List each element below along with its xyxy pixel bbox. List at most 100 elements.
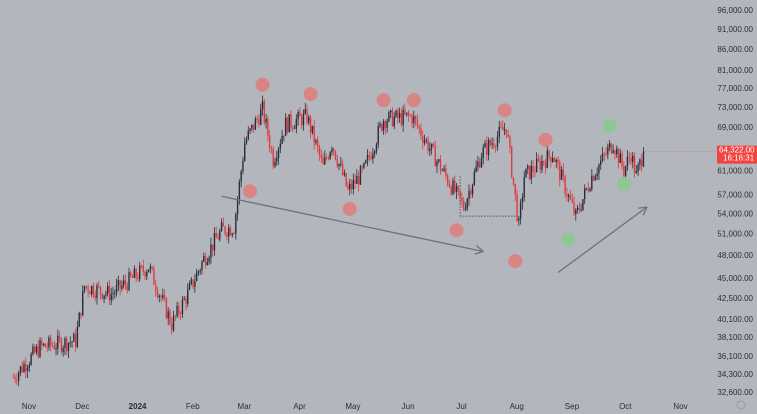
x-tick-label: Dec: [75, 402, 89, 411]
candle-body: [473, 172, 476, 185]
x-tick-label: 2024: [129, 402, 147, 411]
candle-body: [208, 257, 210, 263]
candle-body: [144, 271, 146, 277]
candle-body: [637, 164, 639, 172]
candle-body: [532, 165, 534, 172]
candle-body: [429, 148, 431, 151]
red-marker: [255, 77, 270, 92]
candle-body: [478, 161, 481, 168]
candle-body: [393, 116, 395, 127]
candle-body: [462, 200, 465, 210]
candle-body: [432, 143, 435, 147]
candle-body: [92, 285, 95, 296]
candle-body: [16, 379, 18, 381]
candle-body: [245, 139, 248, 144]
candle-body: [220, 222, 223, 231]
candle-body: [115, 285, 118, 293]
candle-body: [361, 166, 363, 168]
candle-body: [188, 283, 191, 290]
candle-body: [576, 207, 579, 210]
candle-body: [183, 298, 185, 300]
candle-body: [544, 162, 547, 168]
candle-body: [521, 197, 524, 203]
candle-body: [23, 364, 25, 372]
candle-body: [117, 280, 120, 286]
candle-body: [140, 265, 143, 267]
x-tick-label: Nov: [22, 402, 36, 411]
candle-body: [279, 143, 282, 149]
candle-body: [345, 173, 347, 187]
candle-body: [461, 197, 463, 201]
y-tick-label: 77,000.00: [717, 84, 753, 93]
candle-body: [575, 209, 577, 214]
red-marker: [508, 254, 523, 269]
candle-body: [290, 114, 292, 128]
candle-body: [377, 126, 379, 145]
candle-body: [373, 151, 376, 154]
candle-body: [199, 270, 201, 272]
candle-body: [69, 342, 71, 344]
candle-body: [171, 323, 173, 331]
candle-body: [251, 124, 253, 129]
x-tick-label: Jun: [402, 402, 415, 411]
candle-body: [146, 272, 148, 277]
candle-body: [366, 155, 369, 161]
candle-body: [571, 199, 573, 203]
red-marker: [243, 184, 258, 199]
candle-body: [596, 173, 598, 177]
candle-body: [64, 338, 66, 348]
red-marker: [449, 223, 464, 238]
x-tick-label: Sep: [565, 402, 580, 411]
candle-body: [502, 127, 504, 131]
settings-icon[interactable]: [736, 400, 746, 410]
red-marker: [376, 93, 391, 108]
candle-body: [128, 272, 130, 291]
candle-body: [313, 125, 315, 143]
candle-body: [607, 147, 609, 155]
candle-body: [482, 147, 484, 158]
candle-body: [455, 186, 458, 193]
candle-body: [498, 126, 500, 137]
candle-body: [158, 295, 160, 298]
candle-body: [389, 110, 392, 113]
candle-body: [642, 151, 645, 167]
candle-body: [87, 286, 89, 292]
candle-body: [165, 298, 168, 319]
candle-body: [263, 101, 265, 123]
y-tick-label: 81,000.00: [717, 66, 753, 75]
candle-body: [252, 124, 255, 130]
candle-body: [190, 279, 193, 284]
candle-body: [46, 347, 48, 348]
candle-body: [640, 159, 643, 167]
candle-body: [235, 214, 237, 234]
candle-body: [67, 342, 70, 352]
candle-body: [261, 101, 264, 110]
y-tick-label: 34,300.00: [717, 370, 753, 379]
candle-body: [244, 143, 246, 161]
candle-body: [489, 140, 492, 145]
y-tick-label: 36,100.00: [717, 352, 753, 361]
x-tick-label: Feb: [186, 402, 200, 411]
candle-body: [229, 227, 232, 236]
candle-body: [601, 153, 604, 161]
candle-body: [475, 166, 477, 173]
candle-body: [471, 184, 474, 195]
candle-body: [37, 346, 39, 357]
x-tick-label: Oct: [619, 402, 632, 411]
candle-body: [564, 176, 566, 194]
red-marker: [406, 93, 421, 108]
candle-body: [500, 126, 502, 128]
candle-body: [343, 173, 346, 176]
candle-body: [292, 127, 294, 129]
candle-body: [41, 340, 43, 346]
candle-body: [414, 116, 417, 120]
candle-body: [397, 110, 399, 118]
candle-body: [256, 118, 258, 120]
candle-body: [260, 109, 262, 125]
candle-body: [44, 343, 47, 348]
candle-body: [445, 168, 447, 176]
candle-body: [614, 150, 616, 155]
countdown-text: 16:16:31: [723, 154, 755, 163]
candle-body: [550, 156, 552, 162]
